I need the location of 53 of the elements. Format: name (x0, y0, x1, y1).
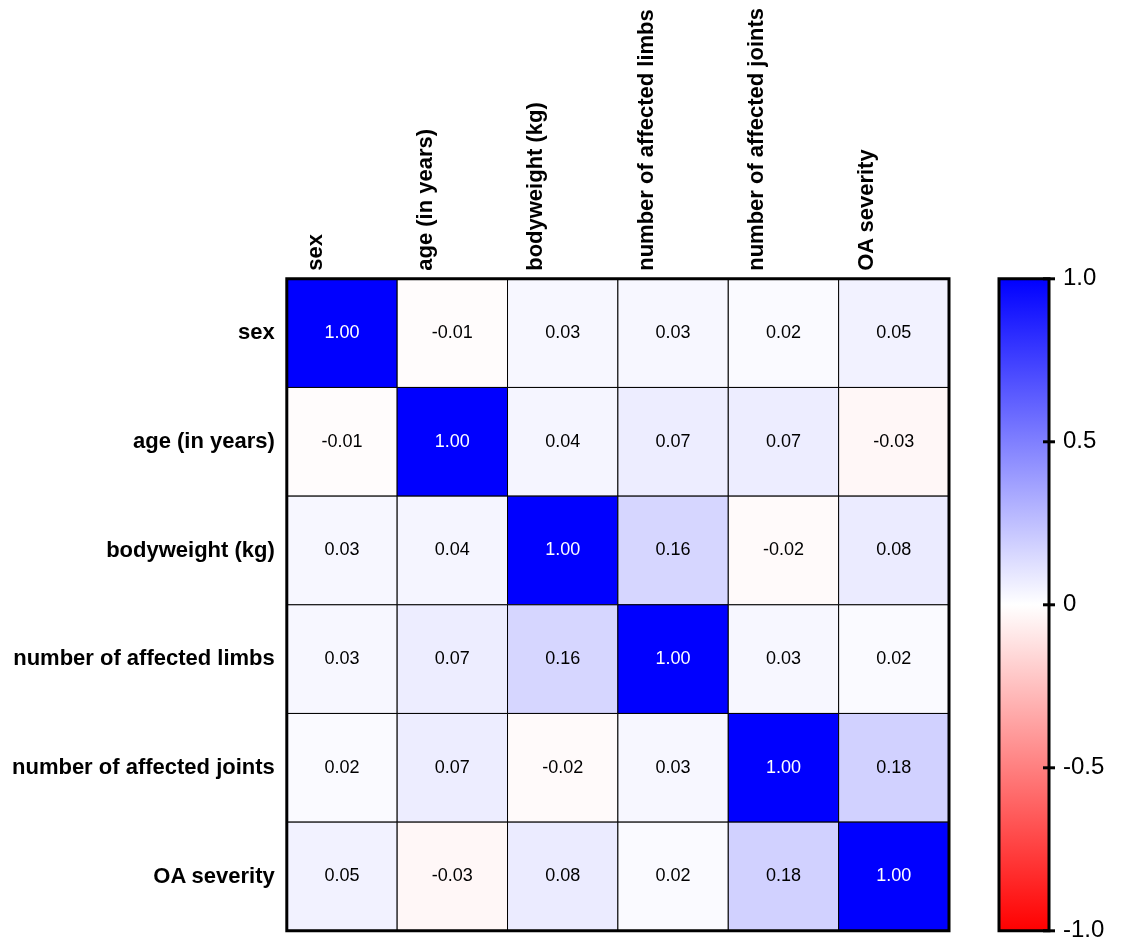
data-label: 0.07 (434, 648, 470, 669)
data-label: -0.01 (431, 322, 473, 343)
y-tick-label: age (in years) (132, 427, 275, 453)
color-bar-label: 0 (1063, 589, 1077, 617)
data-label: -0.02 (542, 756, 584, 777)
data-label: 0.04 (434, 539, 470, 560)
y-tick-label: number of affected joints (12, 753, 275, 779)
x-tick-label: bodyweight (kg) (522, 102, 548, 271)
data-label: 0.02 (765, 322, 801, 343)
data-label: 0.03 (655, 322, 691, 343)
data-label: 1.00 (655, 648, 691, 669)
data-label: 0.07 (434, 756, 470, 777)
y-tick-label: OA severity (153, 862, 276, 888)
data-label: 1.00 (434, 430, 470, 451)
data-label: 1.00 (876, 865, 912, 886)
data-label: 1.00 (765, 756, 801, 777)
x-tick-label: sex (301, 233, 327, 271)
data-label: 0.03 (324, 539, 360, 560)
data-label: 1.00 (324, 322, 360, 343)
data-label: 0.03 (324, 648, 360, 669)
data-label: 0.08 (876, 539, 912, 560)
x-tick-label: age (in years) (412, 128, 438, 271)
data-label: 0.18 (765, 865, 801, 886)
data-label: -0.03 (873, 430, 915, 451)
data-label: 0.05 (876, 322, 912, 343)
data-label: -0.01 (321, 430, 363, 451)
data-label: 0.05 (324, 865, 360, 886)
y-tick-label: bodyweight (kg) (106, 536, 275, 562)
data-label: -0.02 (762, 539, 804, 560)
data-label: 0.03 (545, 322, 581, 343)
y-tick-label: number of affected limbs (13, 645, 275, 671)
y-tick-label: sex (238, 319, 276, 345)
data-label: 0.03 (765, 648, 801, 669)
data-label: 0.18 (876, 756, 912, 777)
color-bar-label: -1.0 (1063, 915, 1105, 943)
data-label: 0.07 (765, 430, 801, 451)
data-label: 0.07 (655, 430, 691, 451)
data-label: 0.04 (545, 430, 581, 451)
x-tick-label: number of affected joints (743, 8, 769, 271)
color-bar-label: 1.0 (1063, 263, 1097, 291)
color-bar-label: 0.5 (1063, 426, 1097, 454)
data-label: 0.08 (545, 865, 581, 886)
data-label: 0.16 (545, 648, 581, 669)
data-label: 0.02 (324, 756, 360, 777)
data-label: 0.02 (876, 648, 912, 669)
x-tick-label: number of affected limbs (632, 9, 658, 271)
data-label: 0.02 (655, 865, 691, 886)
data-label: 0.16 (655, 539, 691, 560)
data-label: -0.03 (431, 865, 473, 886)
color-bar-label: -0.5 (1063, 752, 1105, 780)
x-tick-label: OA severity (853, 148, 879, 271)
data-label: 0.03 (655, 756, 691, 777)
data-label: 1.00 (545, 539, 581, 560)
